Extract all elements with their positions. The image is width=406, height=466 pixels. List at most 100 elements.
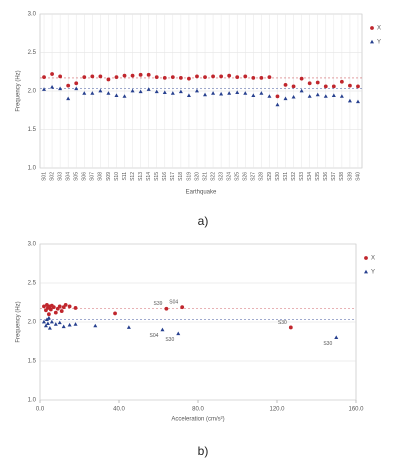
point [347,98,352,103]
point [53,310,58,315]
point [211,91,216,95]
x-tick-label: S06 [82,172,88,181]
point [59,309,64,313]
x-tick-label: S02 [49,172,55,181]
point [146,87,151,91]
point [74,81,79,86]
x-tick-label: S07 [90,172,96,181]
x-tick-label: S16 [162,172,168,181]
x-tick-label: S34 [307,172,313,181]
point [331,84,336,89]
point [355,99,360,104]
point [154,75,159,80]
x-tick-label: S10 [114,172,120,181]
point [42,75,46,80]
point-label: S39 [153,301,162,307]
x-tick-label: S15 [154,172,160,181]
point [74,86,79,91]
point [73,322,78,326]
point-label: S30 [323,341,332,347]
x-tick-label: S30 [275,172,281,181]
point [154,89,159,94]
y-tick-label: 2.0 [28,320,37,326]
point [283,96,288,101]
x-tick-label: S24 [227,172,233,181]
legend-label: Y [371,270,375,276]
point [57,304,62,309]
x-tick-label: S13 [138,172,144,181]
point [291,94,296,99]
legend-label: Y [377,40,381,46]
point [51,305,56,310]
point-label: S30 [278,320,287,326]
y-tick-label: 2.5 [28,281,37,287]
point [46,312,51,317]
x-tick-label: S08 [98,172,104,181]
point [106,77,111,82]
y-tick-label: 1.5 [28,127,37,133]
point [42,304,46,309]
point [113,311,117,316]
x-tick-label: S40 [355,172,361,181]
point [50,72,54,76]
x-tick-label: 120.0 [269,407,285,413]
point [176,331,181,336]
point [162,76,167,80]
x-tick-label: S31 [283,172,289,181]
point [130,88,135,93]
x-axis-label: Earthquake [186,190,217,196]
point [126,325,131,329]
point [339,79,344,84]
point [46,315,51,320]
point [49,319,54,324]
point [334,335,339,339]
point [323,94,328,98]
point [178,89,183,94]
x-tick-label: 80.0 [192,407,204,413]
x-tick-label: S22 [210,172,216,181]
point [186,93,191,98]
point [90,91,95,95]
x-tick-label: S17 [170,172,176,181]
y-tick-label: 2.5 [28,50,37,56]
point [138,89,143,94]
point [170,91,175,95]
point [122,94,127,98]
point [57,320,62,325]
point [235,90,240,94]
x-tick-label: 40.0 [113,407,125,413]
point [50,84,55,89]
x-tick-label: S35 [315,172,321,181]
legend-label: X [377,26,381,32]
y-tick-label: 1.0 [28,166,37,172]
point [58,74,63,79]
point [82,91,87,95]
point [122,73,127,78]
point [299,76,304,81]
legend-marker [370,39,374,44]
point [227,91,232,95]
point [66,83,71,88]
point [219,74,224,79]
point [259,76,264,80]
legend-marker [364,256,368,260]
point [114,75,119,80]
x-tick-label: S20 [194,172,200,181]
point [243,74,248,79]
x-tick-label: S23 [218,172,224,181]
point [195,74,199,79]
legend-marker [370,26,374,30]
x-tick-label: S03 [57,172,63,181]
point [98,88,103,93]
point [67,304,72,309]
point [41,319,46,324]
x-tick-label: S37 [331,172,337,181]
point [53,322,58,326]
point-label: S04 [169,300,178,306]
y-tick-label: 3.0 [28,242,37,248]
y-tick-label: 1.0 [28,398,37,404]
x-tick-label: S14 [146,172,152,181]
x-tick-label: 0.0 [36,407,45,413]
x-tick-label: S29 [267,172,273,181]
x-tick-label: S18 [178,172,184,181]
